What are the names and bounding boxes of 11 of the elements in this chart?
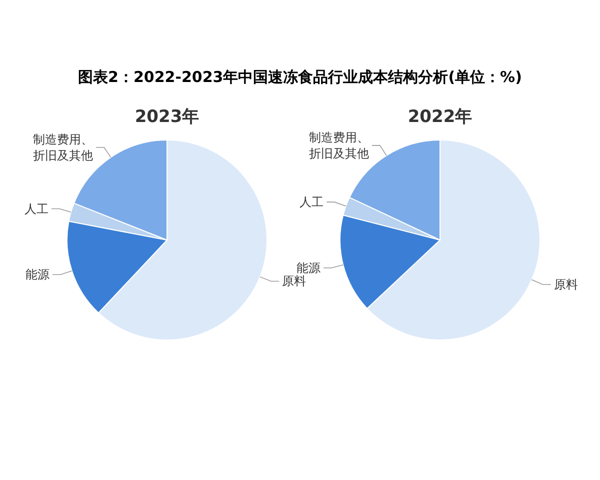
chart-title: 2022年: [408, 107, 472, 127]
slice-label: 能源: [296, 260, 321, 275]
slice-label: 制造费用、折旧及其他: [308, 130, 369, 160]
slice-label: 能源: [25, 268, 50, 282]
slice-label: 人工: [24, 202, 48, 216]
slice-label: 制造费用、折旧及其他: [33, 132, 94, 162]
chart-title: 图表2：2022-2023年中国速冻食品行业成本结构分析(单位：%): [78, 68, 522, 86]
slice-label: 人工: [300, 195, 324, 210]
slice-label: 原料: [282, 274, 306, 288]
chart-subtitle: 2023年: [134, 107, 200, 127]
slice-label: 原料: [554, 277, 578, 292]
